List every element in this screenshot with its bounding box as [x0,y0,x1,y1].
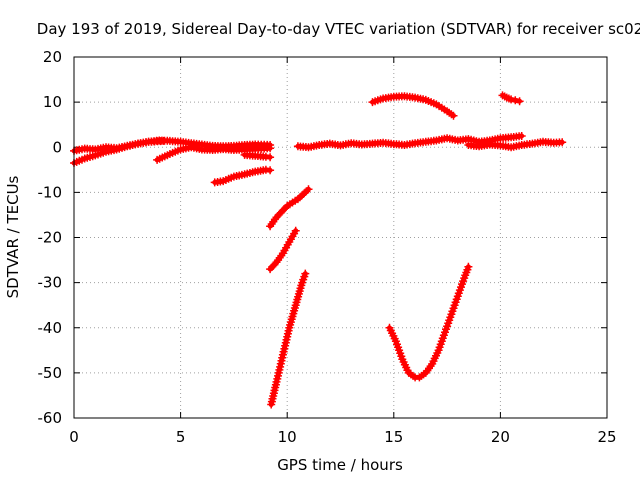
chart-title: Day 193 of 2019, Sidereal Day-to-day VTE… [37,20,640,38]
y-tick-label: -40 [38,319,63,337]
x-tick-label: 0 [69,428,79,446]
y-tick-label: 10 [43,93,62,111]
data-point [558,138,567,147]
x-tick-label: 5 [176,428,186,446]
data-point [291,226,300,235]
data-point [449,111,458,120]
x-tick-label: 15 [384,428,403,446]
data-series-segment [464,137,567,152]
data-point [517,132,526,140]
data-marks [70,91,567,409]
data-series-segment [153,143,275,164]
data-point [464,262,473,271]
data-point [304,185,313,194]
grid [74,57,607,418]
data-series-segment [266,226,300,274]
data-point [266,153,275,162]
data-series-segment [368,92,458,120]
y-axis-label: SDTVAR / TECUs [4,175,22,298]
y-tick-label: -60 [38,409,63,427]
data-series-segment [267,269,310,409]
y-tick-label: -50 [38,364,63,382]
y-tick-label: -10 [38,183,63,201]
data-point [266,144,275,153]
data-point [301,269,310,278]
data-series-segment [293,132,526,152]
series-trace [387,264,471,380]
data-series-segment [240,150,275,162]
y-tick-label: -20 [38,229,63,247]
data-series-segment [385,262,473,382]
axis-ticks: 0 5 10 15 20 25 -60 -50 -40 -30 -20 -10 0 10 20 [38,48,617,446]
x-tick-label: 20 [491,428,510,446]
data-point [266,166,275,175]
plot-frame [73,56,608,419]
x-tick-label: 25 [597,428,616,446]
data-point [511,96,520,105]
x-tick-label: 10 [278,428,297,446]
y-tick-label: 0 [52,138,62,156]
data-series-segment [210,165,275,187]
data-point [515,97,524,106]
x-axis-label: GPS time / hours [277,456,403,474]
y-tick-label: 20 [43,48,62,66]
data-series-segment [498,91,524,106]
y-tick-label: -30 [38,274,63,292]
data-series-segment [266,185,313,231]
data-point [507,95,516,104]
